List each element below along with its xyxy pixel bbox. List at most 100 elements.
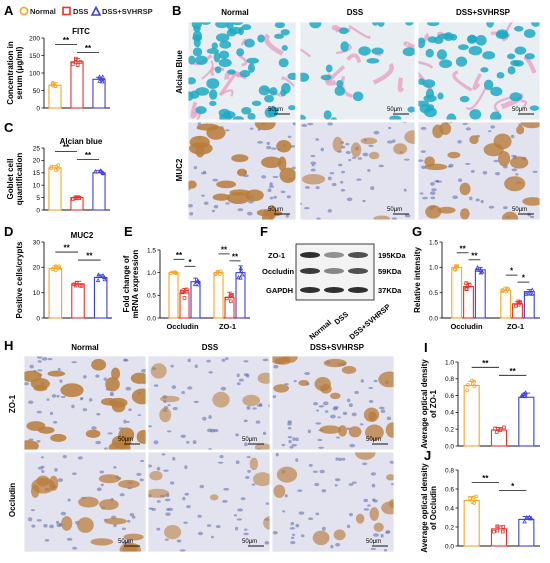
nucleus — [268, 185, 275, 188]
goblet-cell — [257, 34, 265, 43]
nucleus — [348, 512, 353, 517]
goblet-cell — [251, 100, 262, 107]
nucleus — [53, 420, 58, 424]
stain-region — [216, 180, 237, 189]
nucleus — [310, 154, 316, 158]
goblet-cell — [274, 22, 286, 29]
goblet-cell — [509, 92, 522, 102]
nucleus — [286, 195, 291, 199]
lamina-propria — [219, 89, 234, 97]
goblet-cell — [287, 72, 296, 81]
nucleus — [243, 360, 249, 363]
data-point — [501, 524, 506, 529]
tile-border — [271, 451, 395, 553]
nucleus — [235, 433, 239, 437]
nucleus — [91, 426, 97, 430]
data-point — [57, 264, 61, 269]
micro-h-row-occludin: Occludin — [8, 483, 17, 517]
nucleus — [297, 489, 303, 492]
nucleus — [348, 483, 354, 486]
micro-b-tile-0-2: 50μm — [417, 21, 541, 121]
data-point — [179, 289, 184, 294]
nucleus — [327, 122, 333, 126]
data-point — [454, 264, 459, 269]
goblet-cell — [247, 63, 255, 73]
goblet-cell — [372, 22, 379, 26]
bar-3 — [213, 272, 224, 319]
goblet-cell — [215, 33, 230, 42]
y-tick-label: 1.0 — [445, 359, 454, 366]
tissue-background — [300, 122, 415, 220]
nucleus — [179, 549, 186, 552]
nucleus — [222, 499, 228, 503]
data-point — [500, 529, 505, 534]
nucleus — [54, 467, 58, 472]
y-axis-label: Average optical density — [420, 359, 429, 449]
nucleus — [470, 169, 475, 173]
bar-0 — [48, 268, 63, 319]
data-point — [100, 74, 106, 79]
tile-border — [187, 121, 297, 221]
stain-region — [369, 507, 379, 521]
stain-region — [469, 135, 479, 145]
nucleus — [237, 508, 243, 512]
lamina-propria — [336, 43, 352, 55]
bar-2 — [518, 396, 535, 447]
stain-region — [123, 533, 144, 541]
nucleus — [27, 517, 33, 522]
stain-region — [130, 372, 146, 384]
nucleus — [188, 204, 193, 208]
nucleus — [136, 472, 142, 476]
nucleus — [419, 192, 424, 195]
data-point — [492, 529, 496, 534]
y-tick-label: 0.2 — [445, 524, 454, 531]
nucleus — [387, 140, 394, 144]
stain-region — [236, 168, 248, 177]
micro-h-tile-1-2: 50μm — [271, 451, 395, 553]
legend-normal-label: Normal — [30, 7, 56, 16]
nucleus — [193, 166, 198, 170]
nucleus — [164, 498, 171, 502]
nucleus — [199, 484, 205, 489]
y-axis-label: serum (μg/ml) — [15, 46, 24, 99]
nucleus — [225, 129, 230, 132]
significance-label: * — [522, 274, 526, 283]
goblet-cell — [418, 78, 425, 85]
y-tick-label: 30 — [33, 239, 41, 246]
nucleus — [373, 379, 378, 383]
stain-region — [231, 154, 249, 163]
stain-region — [504, 176, 526, 192]
nucleus — [290, 536, 295, 540]
nucleus — [72, 546, 78, 550]
bar-1 — [71, 283, 85, 319]
nucleus — [310, 161, 317, 165]
nucleus — [107, 432, 113, 435]
legend-normal-marker — [19, 6, 29, 16]
goblet-cell — [232, 116, 245, 120]
scale-bar-label: 50μm — [366, 539, 381, 545]
nucleus — [290, 540, 296, 545]
nucleus — [100, 483, 104, 487]
nucleus — [140, 459, 145, 462]
y-tick-label: 15 — [33, 170, 41, 177]
nucleus — [265, 145, 272, 150]
data-point — [180, 290, 185, 295]
y-tick-label: 0.8 — [445, 376, 454, 383]
blot-lane-normal: Normal — [308, 318, 334, 342]
goblet-cell — [455, 56, 468, 67]
goblet-cell — [278, 58, 289, 68]
nucleus — [320, 147, 325, 152]
nucleus — [287, 135, 292, 138]
nucleus — [335, 543, 341, 547]
micro-b-col-svhrsp: DSS+SVHRSP — [456, 8, 511, 17]
stain-region — [320, 384, 332, 394]
nucleus — [236, 518, 243, 521]
tile-border — [147, 355, 271, 451]
goblet-cell — [247, 112, 256, 120]
blot-lane-dss: DSS — [333, 310, 351, 327]
goblet-cell — [404, 22, 414, 26]
nucleus — [236, 373, 240, 378]
y-axis-label: of Occludin — [429, 486, 438, 530]
stain-region — [254, 443, 270, 450]
stain-region — [279, 167, 296, 183]
